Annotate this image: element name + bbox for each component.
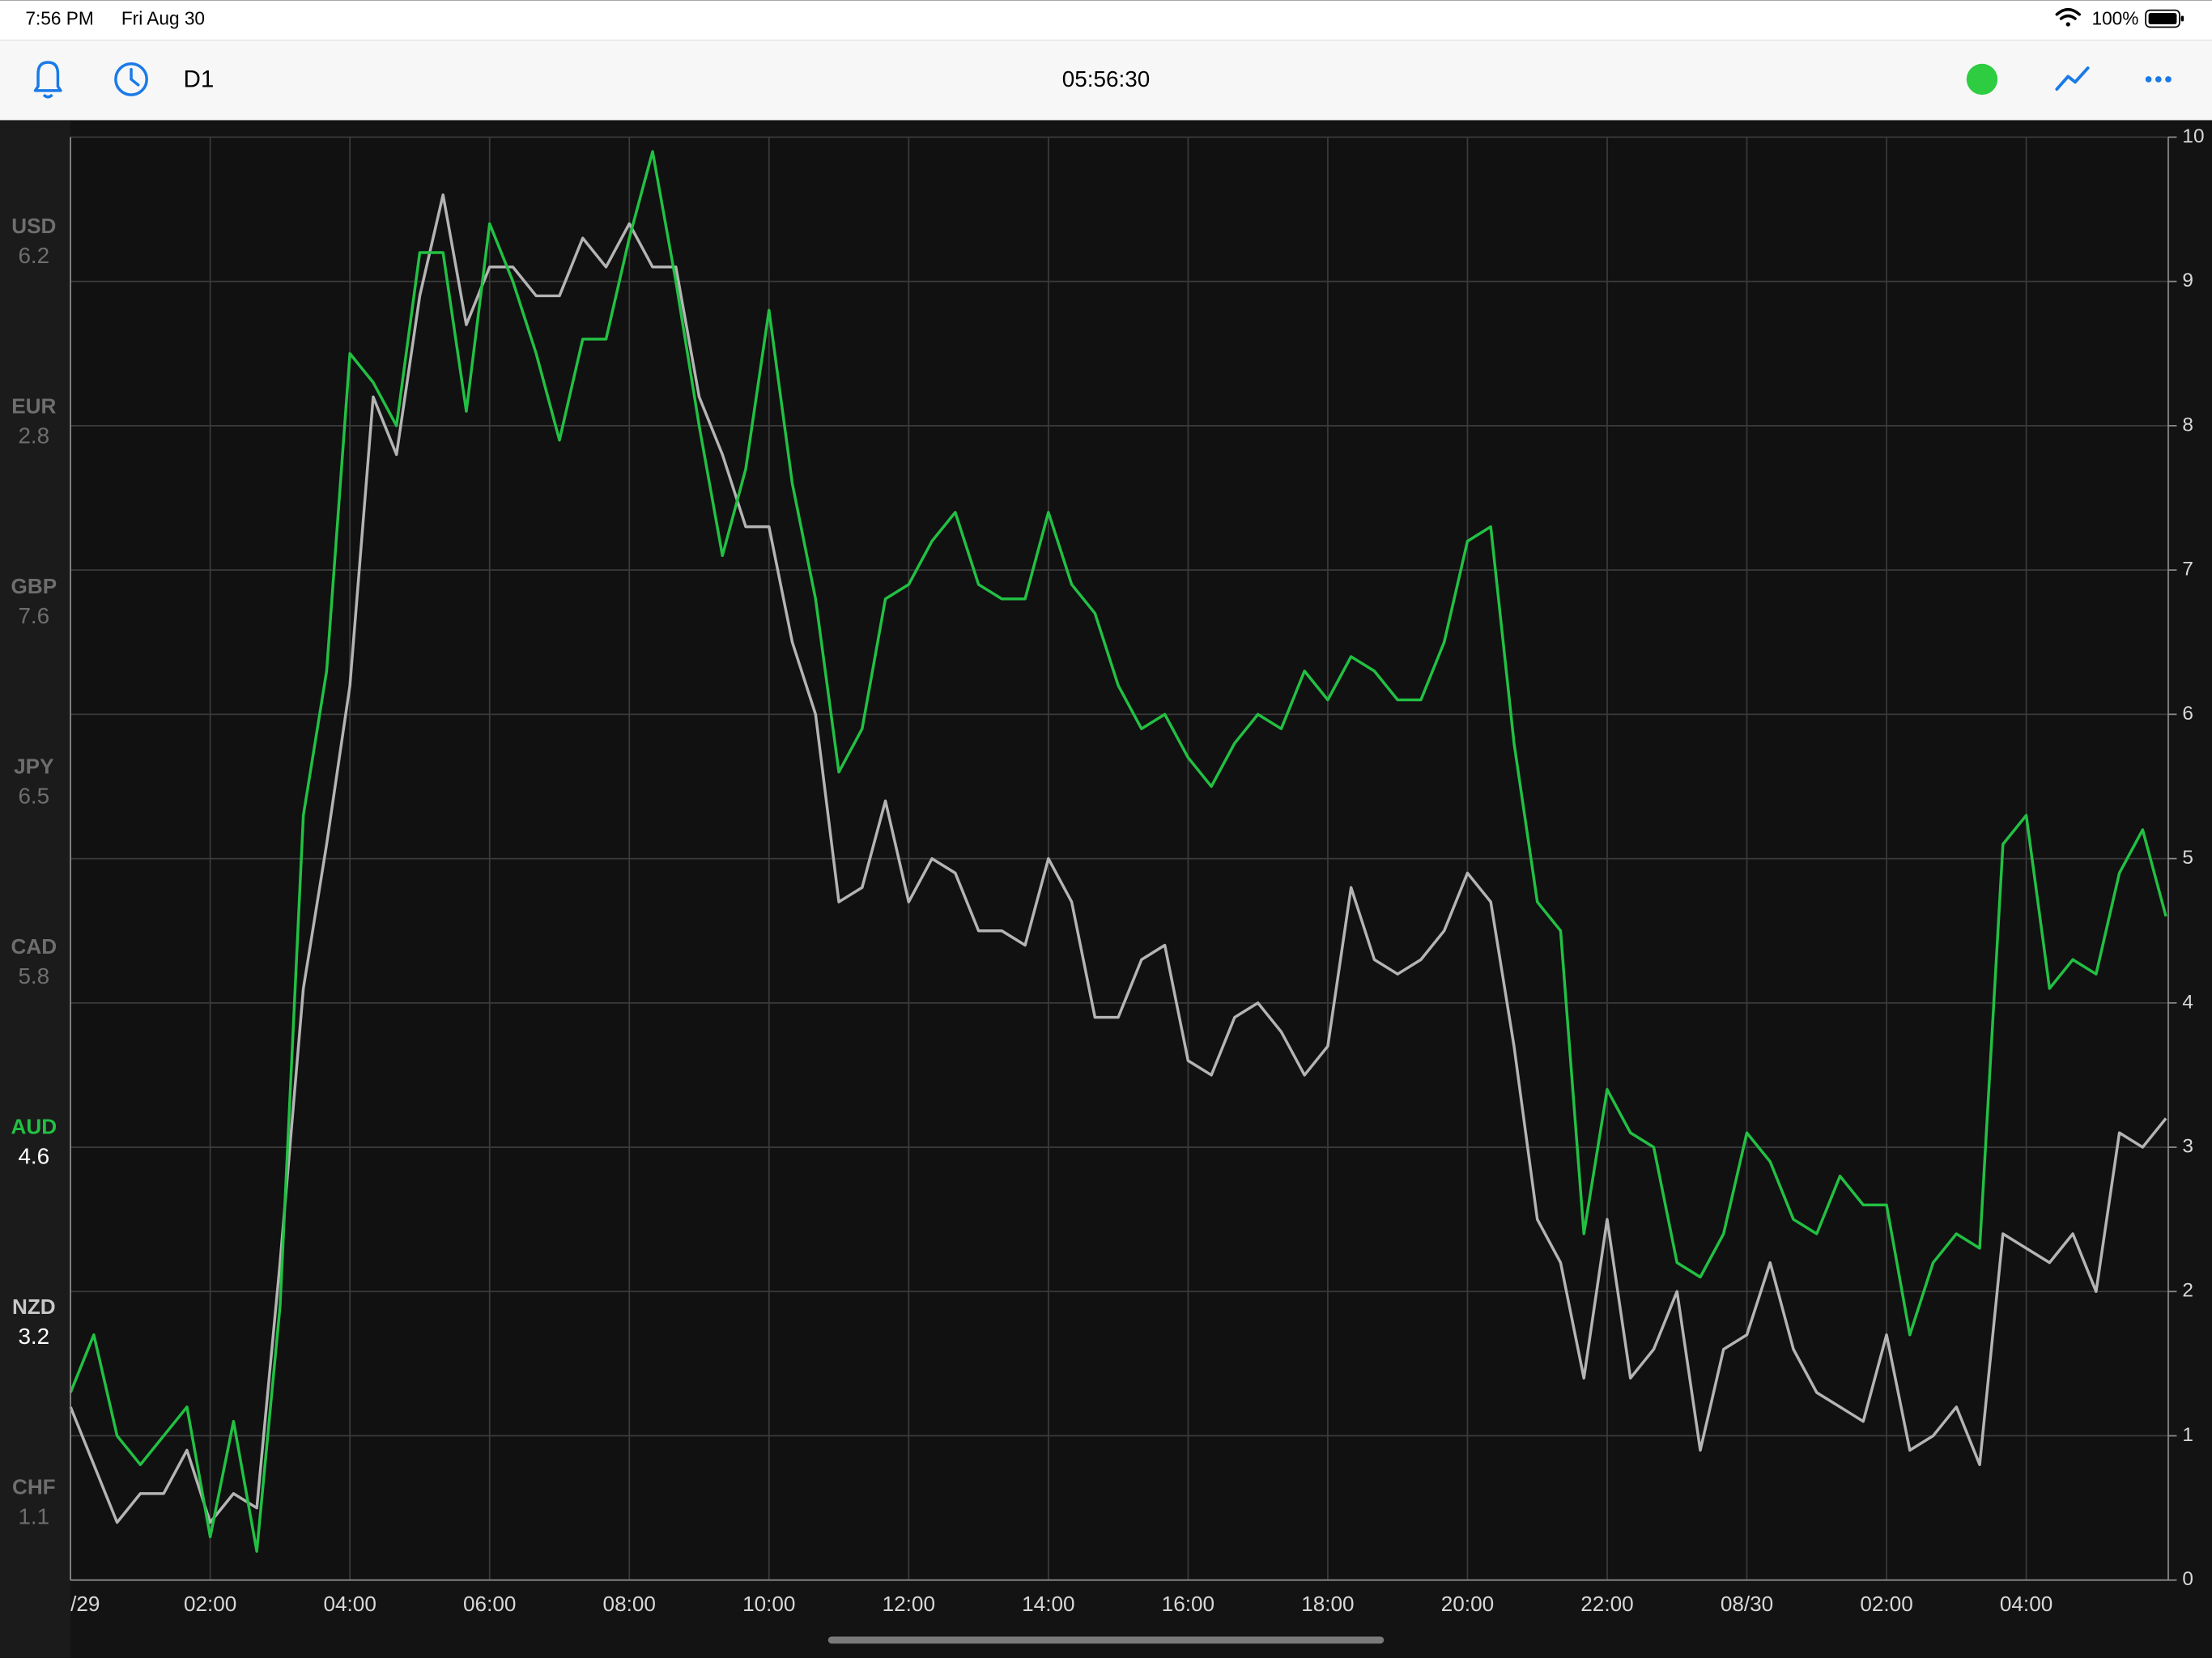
lines	[69, 150, 2167, 1553]
currency-panel	[0, 120, 71, 1658]
y-tick-label: 9	[2182, 270, 2193, 291]
x-tick-labels: /29 02:00 04:00 06:00 08:00 10:00 12:00 14:00 16…	[70, 1592, 2052, 1616]
axes: 0 1 2 3 4 5 6 7 8 9 10/29 02:00 04:00 06:00 08:00 10:00…	[70, 125, 2205, 1616]
battery-percent: 100%	[2091, 8, 2138, 29]
x-tick-label: 02:00	[184, 1592, 236, 1616]
currency-name: AUD	[11, 1114, 57, 1138]
battery-icon	[2145, 9, 2184, 28]
y-tick-label: 3	[2182, 1136, 2193, 1158]
status-bar	[0, 0, 2212, 40]
currency-value: 5.8	[18, 963, 49, 988]
currency-value: 2.8	[18, 423, 49, 448]
series-line	[69, 150, 2167, 1553]
series-line	[69, 193, 2167, 1524]
currency-value: 4.6	[18, 1143, 49, 1168]
y-tick-label: 0	[2182, 1568, 2193, 1590]
more-button[interactable]	[2145, 76, 2172, 83]
x-tick-label: 08:00	[603, 1592, 656, 1616]
history-button[interactable]	[114, 62, 148, 96]
x-tick-label: 22:00	[1580, 1592, 1633, 1616]
x-tick-label: 20:00	[1441, 1592, 1494, 1616]
currency-value: 1.1	[18, 1503, 49, 1528]
y-tick-label: 6	[2182, 703, 2193, 725]
y-tick-label: 2	[2182, 1280, 2193, 1302]
y-tick-label: 1	[2182, 1424, 2193, 1446]
currency-value: 6.2	[18, 243, 49, 268]
currency-value: 6.5	[18, 783, 49, 808]
currency-value: 3.2	[18, 1324, 49, 1349]
x-tick-label: 14:00	[1022, 1592, 1074, 1616]
currency-name: EUR	[11, 393, 56, 418]
x-tick-label: 16:00	[1162, 1592, 1214, 1616]
toolbar-clock: 05:56:30	[1062, 66, 1150, 91]
currency-name: JPY	[14, 754, 53, 778]
status-time: 7:56 PM	[25, 8, 93, 29]
x-tick-label: 10:00	[742, 1592, 795, 1616]
currency-name: NZD	[12, 1295, 56, 1319]
y-tick-label: 4	[2182, 991, 2193, 1013]
wifi-icon	[2055, 7, 2081, 27]
status-date: Fri Aug 30	[121, 8, 205, 29]
connection-status[interactable]	[1966, 63, 1998, 96]
x-tick-label: /29	[70, 1592, 100, 1616]
x-tick-label: 12:00	[883, 1592, 935, 1616]
currency-name: USD	[11, 214, 56, 238]
y-tick-label: 8	[2182, 414, 2193, 436]
x-tick-label: 08/30	[1721, 1592, 1773, 1616]
currency-value: 7.6	[18, 603, 49, 628]
timeframe-button[interactable]: D1	[184, 66, 215, 93]
y-tick-label: 10	[2182, 125, 2204, 147]
y-tick-label: 7	[2182, 559, 2193, 580]
x-tick-label: 04:00	[2000, 1592, 2052, 1616]
toolbar	[0, 40, 2212, 121]
x-tick-label: 02:00	[1860, 1592, 1912, 1616]
x-tick-label: 18:00	[1301, 1592, 1354, 1616]
currency-name: GBP	[11, 574, 57, 598]
currency-list: USD 6.2 EUR 2.8 GBP 7.6 JPY 6.5 CAD 5.8 AUD 4.6 NZD 3…	[11, 214, 57, 1529]
chart-type-button[interactable]	[2055, 66, 2090, 91]
y-tick-label: 5	[2182, 847, 2193, 869]
x-tick-label: 04:00	[323, 1592, 376, 1616]
currency-name: CAD	[11, 934, 57, 959]
currency-name: CHF	[12, 1474, 56, 1499]
home-indicator	[827, 1636, 1385, 1644]
alerts-button[interactable]	[33, 61, 62, 99]
x-tick-label: 06:00	[463, 1592, 516, 1616]
